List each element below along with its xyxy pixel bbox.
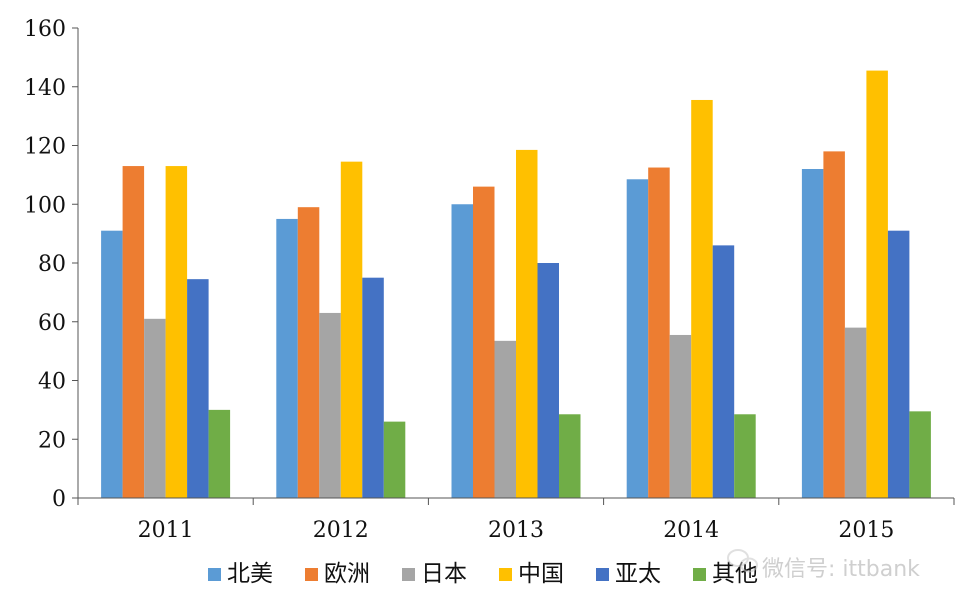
bar-2014-0: [626, 179, 649, 498]
x-tick-label: 2011: [138, 518, 194, 543]
bars-group: [101, 70, 931, 498]
watermark: 微信号: ittbank: [727, 549, 920, 582]
y-tick-label: 0: [52, 487, 66, 512]
legend-swatch: [305, 568, 318, 581]
legend-swatch: [693, 568, 706, 581]
y-tick-label: 140: [24, 76, 66, 101]
bar-2011-2: [144, 318, 166, 498]
legend-label: 日本: [421, 561, 467, 587]
y-tick-label: 120: [24, 135, 66, 160]
bar-2011-1: [122, 166, 145, 498]
watermark-text: 微信号: ittbank: [762, 557, 920, 582]
legend-label: 亚太: [615, 561, 661, 587]
bar-2013-1: [473, 186, 495, 498]
y-tick-label: 160: [24, 17, 66, 42]
bar-2014-2: [669, 334, 692, 498]
bar-2013-2: [494, 340, 516, 498]
bar-2015-3: [866, 70, 888, 498]
bar-2013-3: [516, 149, 538, 498]
axes-group: 0 20 40 60 80 100 120 140 160 2011 2012 2013 2014 201…: [24, 17, 955, 543]
wechat-icon: [727, 549, 758, 573]
y-tick-label: 100: [24, 193, 66, 218]
bar-2015-2: [844, 327, 867, 498]
bar-2013-5: [559, 414, 581, 498]
bar-2014-1: [648, 167, 670, 498]
bar-2011-4: [187, 279, 209, 498]
bar-2012-4: [362, 277, 384, 498]
bar-2015-0: [801, 169, 824, 498]
legend: 北美 欧洲 日本 中国 亚太 其他: [208, 561, 758, 587]
bar-2011-5: [208, 409, 231, 498]
legend-swatch: [208, 568, 221, 581]
legend-swatch: [596, 568, 609, 581]
bar-2012-1: [297, 207, 320, 498]
bar-2015-1: [823, 151, 845, 498]
x-tick-label: 2015: [838, 518, 894, 543]
bar-2012-5: [383, 421, 406, 498]
bar-2011-0: [101, 230, 123, 498]
bar-2014-4: [712, 245, 735, 498]
legend-swatch: [402, 568, 415, 581]
y-tick-label: 20: [38, 428, 66, 453]
x-tick-label: 2014: [663, 518, 719, 543]
legend-label: 北美: [227, 561, 273, 587]
x-tick-label: 2012: [313, 518, 369, 543]
bar-2011-3: [165, 166, 188, 498]
bar-2013-0: [451, 204, 473, 498]
bar-2015-5: [909, 411, 931, 498]
bar-2012-3: [340, 161, 363, 498]
bar-2012-0: [276, 218, 298, 498]
legend-label: 中国: [518, 561, 564, 587]
bar-2014-3: [691, 99, 713, 498]
legend-label: 欧洲: [324, 561, 370, 587]
y-tick-label: 40: [38, 370, 66, 395]
bar-2013-4: [537, 263, 559, 498]
legend-swatch: [499, 568, 512, 581]
x-tick-label: 2013: [488, 518, 544, 543]
bar-2014-5: [734, 414, 756, 498]
bar-2012-2: [319, 312, 341, 498]
y-tick-label: 60: [38, 311, 66, 336]
bar-2015-4: [887, 230, 910, 498]
y-tick-label: 80: [38, 252, 66, 277]
